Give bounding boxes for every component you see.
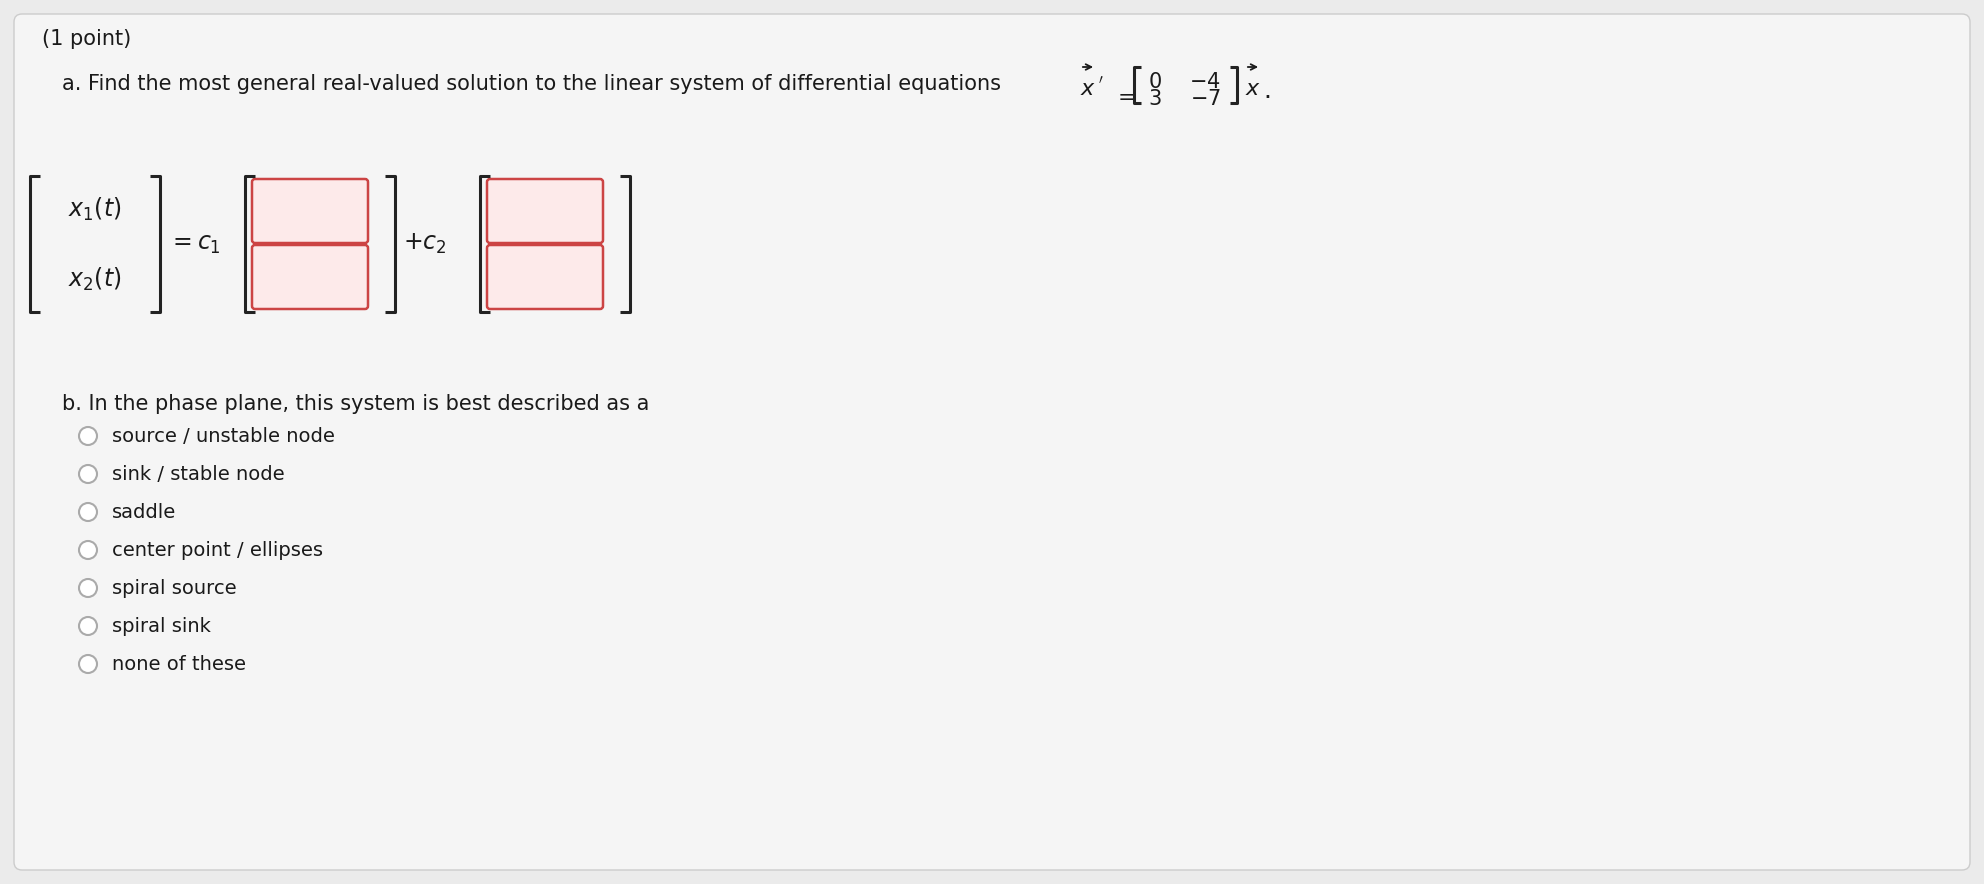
Text: $'$: $'$ bbox=[1097, 74, 1103, 93]
Circle shape bbox=[79, 655, 97, 673]
Circle shape bbox=[79, 427, 97, 445]
Text: spiral source: spiral source bbox=[111, 578, 236, 598]
FancyBboxPatch shape bbox=[252, 179, 367, 243]
Text: $x_1(t)$: $x_1(t)$ bbox=[67, 195, 121, 223]
Text: saddle: saddle bbox=[111, 502, 177, 522]
Text: $=$: $=$ bbox=[1113, 86, 1135, 106]
Text: $-4$: $-4$ bbox=[1188, 72, 1220, 92]
Text: $= c_1$: $= c_1$ bbox=[169, 232, 220, 256]
Text: b. In the phase plane, this system is best described as a: b. In the phase plane, this system is be… bbox=[62, 394, 649, 414]
FancyBboxPatch shape bbox=[486, 179, 603, 243]
Text: 3: 3 bbox=[1149, 89, 1161, 109]
Text: $.$: $.$ bbox=[1264, 79, 1270, 103]
Circle shape bbox=[79, 465, 97, 483]
Text: sink / stable node: sink / stable node bbox=[111, 464, 284, 484]
Circle shape bbox=[79, 503, 97, 521]
Text: 0: 0 bbox=[1149, 72, 1161, 92]
Text: none of these: none of these bbox=[111, 654, 246, 674]
Text: spiral sink: spiral sink bbox=[111, 616, 210, 636]
FancyBboxPatch shape bbox=[14, 14, 1970, 870]
FancyBboxPatch shape bbox=[486, 245, 603, 309]
Text: a. Find the most general real-valued solution to the linear system of differenti: a. Find the most general real-valued sol… bbox=[62, 74, 1002, 94]
Text: $-7$: $-7$ bbox=[1190, 89, 1220, 109]
Text: $+ c_2$: $+ c_2$ bbox=[403, 232, 446, 256]
Circle shape bbox=[79, 579, 97, 597]
Text: $x_2(t)$: $x_2(t)$ bbox=[67, 265, 121, 293]
Text: $x$: $x$ bbox=[1246, 79, 1262, 99]
Text: (1 point): (1 point) bbox=[42, 29, 131, 49]
Circle shape bbox=[79, 617, 97, 635]
Circle shape bbox=[79, 541, 97, 559]
Text: center point / ellipses: center point / ellipses bbox=[111, 540, 323, 560]
Text: source / unstable node: source / unstable node bbox=[111, 426, 335, 446]
Text: $x$: $x$ bbox=[1079, 79, 1095, 99]
FancyBboxPatch shape bbox=[252, 245, 367, 309]
